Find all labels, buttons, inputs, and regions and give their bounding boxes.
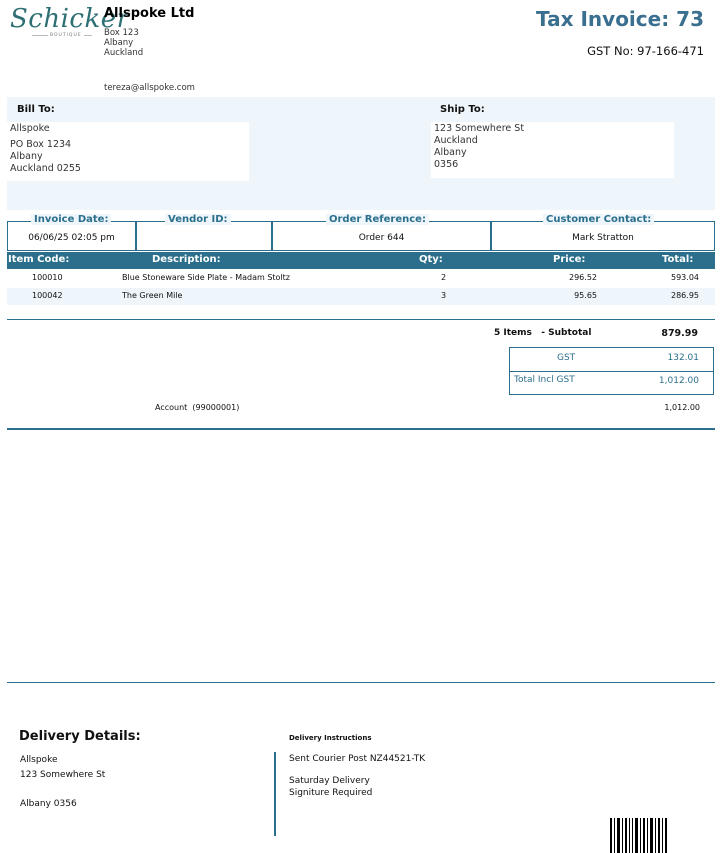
bill-to-line: PO Box 1234 bbox=[10, 139, 72, 150]
order-reference-label: Order Reference: bbox=[326, 214, 429, 225]
delivery-instructions-label: Delivery Instructions bbox=[289, 734, 372, 742]
items-subtotal-label: 5 Items - Subtotal bbox=[494, 328, 592, 338]
delivery-instruction-courier: Sent Courier Post NZ44521-TK bbox=[289, 754, 426, 764]
col-total: Total: bbox=[662, 254, 694, 265]
company-address-line: Box 123 bbox=[104, 28, 139, 38]
total-incl-gst-label: Total Incl GST bbox=[514, 375, 575, 385]
table-divider bbox=[7, 319, 715, 320]
row-total: 286.95 bbox=[671, 291, 699, 300]
gst-number: GST No: 97-166-471 bbox=[587, 44, 704, 58]
totals-box-divider bbox=[510, 371, 713, 372]
row-description: The Green Mile bbox=[122, 291, 183, 300]
delivery-address: Allspoke 123 Somewhere St Albany 0356 bbox=[20, 753, 105, 811]
company-address-line: Auckland bbox=[104, 48, 144, 58]
order-reference-value: Order 644 bbox=[358, 233, 405, 243]
company-address: Box 123 Albany Auckland bbox=[104, 28, 143, 58]
row-item-code: 100042 bbox=[32, 291, 63, 300]
ship-to-address: 123 Somewhere St Auckland Albany 0356 bbox=[431, 122, 674, 178]
bill-to-label: Bill To: bbox=[17, 104, 55, 115]
invoice-date-label: Invoice Date: bbox=[31, 214, 112, 225]
company-logo: Schicker bbox=[10, 4, 130, 34]
ship-to-line: Auckland bbox=[434, 135, 478, 146]
ship-to-label: Ship To: bbox=[440, 104, 485, 115]
logo-script-text: Schicker bbox=[10, 4, 130, 34]
gst-value: 132.01 bbox=[667, 353, 700, 363]
row-price: 95.65 bbox=[574, 291, 597, 300]
order-reference-cell: Order Reference: Order 644 bbox=[272, 214, 491, 251]
row-total: 593.04 bbox=[671, 273, 699, 282]
row-description: Blue Stoneware Side Plate - Madam Stoltz bbox=[122, 273, 290, 282]
delivery-instructions-bar bbox=[274, 752, 276, 836]
logo-subtitle: BOUTIQUE bbox=[48, 33, 84, 38]
delivery-instruction-signature: Signiture Required bbox=[289, 788, 373, 798]
delivery-instruction-saturday: Saturday Delivery bbox=[289, 776, 370, 786]
subtotal-value: 879.99 bbox=[661, 328, 698, 339]
invoice-date-value: 06/06/25 02:05 pm bbox=[28, 233, 115, 243]
account-amount: 1,012.00 bbox=[664, 403, 700, 412]
ship-to-line: 0356 bbox=[434, 159, 459, 170]
ship-to-line: 123 Somewhere St bbox=[434, 123, 525, 134]
bill-to-line: Allspoke bbox=[10, 123, 50, 134]
row-qty: 3 bbox=[441, 291, 447, 300]
customer-contact-label: Customer Contact: bbox=[543, 214, 655, 225]
delivery-details-title: Delivery Details: bbox=[19, 729, 141, 744]
company-email: tereza@allspoke.com bbox=[104, 83, 195, 93]
row-item-code: 100010 bbox=[32, 273, 63, 282]
invoice-title: Tax Invoice: 73 bbox=[536, 7, 704, 31]
invoice-meta-row: Invoice Date: 06/06/25 02:05 pm Vendor I… bbox=[7, 214, 715, 251]
company-name: Allspoke Ltd bbox=[104, 6, 195, 21]
col-description: Description: bbox=[152, 254, 221, 265]
delivery-line: Allspoke bbox=[20, 755, 58, 765]
customer-contact-value: Mark Stratton bbox=[572, 233, 634, 243]
account-label: Account (99000001) bbox=[155, 403, 240, 412]
total-incl-gst-value: 1,012.00 bbox=[658, 376, 699, 386]
ship-to-line: Albany bbox=[434, 147, 467, 158]
col-item-code: Item Code: bbox=[8, 254, 70, 265]
footer-divider bbox=[7, 682, 715, 683]
totals-bottom-rule bbox=[7, 428, 715, 430]
delivery-line: Albany 0356 bbox=[20, 798, 77, 809]
company-address-line: Albany bbox=[104, 38, 134, 48]
col-price: Price: bbox=[553, 254, 586, 265]
bill-to-line: Auckland 0255 bbox=[10, 163, 81, 174]
bill-to-address: Allspoke PO Box 1234 Albany Auckland 025… bbox=[7, 122, 249, 181]
table-row: 100042 The Green Mile 3 95.65 286.95 bbox=[7, 288, 715, 305]
vendor-id-label: Vendor ID: bbox=[165, 214, 231, 225]
invoice-date-cell: Invoice Date: 06/06/25 02:05 pm bbox=[7, 214, 136, 251]
gst-label: GST bbox=[557, 353, 576, 363]
customer-contact-cell: Customer Contact: Mark Stratton bbox=[491, 214, 715, 251]
totals-box: GST 132.01 Total Incl GST 1,012.00 bbox=[509, 347, 714, 395]
items-table-header: Item Code: Description: Qty: Price: Tota… bbox=[7, 252, 715, 269]
table-row: 100010 Blue Stoneware Side Plate - Madam… bbox=[7, 270, 715, 287]
delivery-line bbox=[20, 782, 105, 797]
col-qty: Qty: bbox=[419, 254, 443, 265]
delivery-line: 123 Somewhere St bbox=[20, 769, 106, 780]
bill-to-line: Albany bbox=[10, 151, 43, 162]
row-qty: 2 bbox=[441, 273, 447, 282]
row-price: 296.52 bbox=[569, 273, 597, 282]
vendor-id-cell: Vendor ID: bbox=[136, 214, 272, 251]
barcode-icon bbox=[610, 818, 685, 853]
